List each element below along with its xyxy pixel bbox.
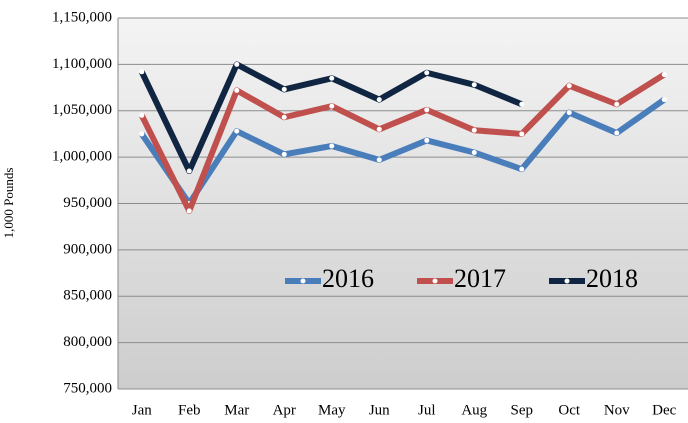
data-point: [234, 128, 240, 134]
data-point: [519, 101, 525, 107]
data-point: [566, 110, 572, 116]
data-point: [471, 82, 477, 88]
x-tick-label: Dec: [652, 402, 676, 418]
data-point: [139, 131, 145, 137]
y-tick-label: 750,000: [63, 380, 112, 396]
data-point: [186, 168, 192, 174]
data-point: [661, 72, 667, 78]
data-point: [329, 75, 335, 81]
data-point: [471, 127, 477, 133]
data-point: [186, 208, 192, 214]
data-point: [471, 149, 477, 155]
y-tick-label: 1,100,000: [52, 56, 112, 72]
y-tick-label: 1,050,000: [52, 102, 112, 118]
data-point: [424, 137, 430, 143]
y-axis-label: 1,000 Pounds: [1, 168, 16, 239]
legend-marker: [564, 278, 570, 284]
x-tick-label: Feb: [178, 402, 201, 418]
data-point: [329, 143, 335, 149]
data-point: [614, 130, 620, 136]
data-point: [661, 97, 667, 103]
data-point: [376, 97, 382, 103]
x-tick-label: Sep: [511, 402, 534, 418]
data-point: [519, 131, 525, 137]
data-point: [139, 112, 145, 118]
x-tick-label: Nov: [604, 402, 630, 418]
y-tick-label: 900,000: [63, 241, 112, 257]
y-tick-label: 850,000: [63, 288, 112, 304]
x-tick-label: Oct: [558, 402, 580, 418]
legend-marker: [432, 278, 438, 284]
series-line: [139, 72, 666, 214]
data-point: [424, 107, 430, 113]
x-tick-label: Aug: [461, 402, 487, 418]
y-tick-label: 950,000: [63, 195, 112, 211]
data-point: [566, 83, 572, 89]
data-point: [234, 87, 240, 93]
data-point: [281, 114, 287, 120]
legend-marker: [300, 278, 306, 284]
data-point: [281, 86, 287, 92]
data-point: [614, 101, 620, 107]
y-tick-label: 1,150,000: [52, 9, 112, 25]
x-tick-label: Jun: [369, 402, 390, 418]
data-point: [281, 151, 287, 157]
data-point: [376, 157, 382, 163]
data-point: [424, 70, 430, 76]
legend-label: 2016: [322, 264, 374, 293]
data-point: [519, 166, 525, 172]
data-point: [329, 103, 335, 109]
y-tick-label: 1,000,000: [52, 149, 112, 165]
data-point: [139, 69, 145, 75]
x-tick-label: Jan: [132, 402, 152, 418]
legend-label: 2017: [454, 264, 506, 293]
legend-label: 2018: [586, 264, 638, 293]
x-tick-label: May: [318, 402, 346, 418]
data-point: [234, 61, 240, 67]
data-point: [376, 126, 382, 132]
x-tick-label: Mar: [224, 402, 249, 418]
x-tick-label: Apr: [273, 402, 296, 418]
x-tick-label: Jul: [418, 402, 436, 418]
y-tick-label: 800,000: [63, 334, 112, 350]
series-line: [139, 97, 666, 207]
